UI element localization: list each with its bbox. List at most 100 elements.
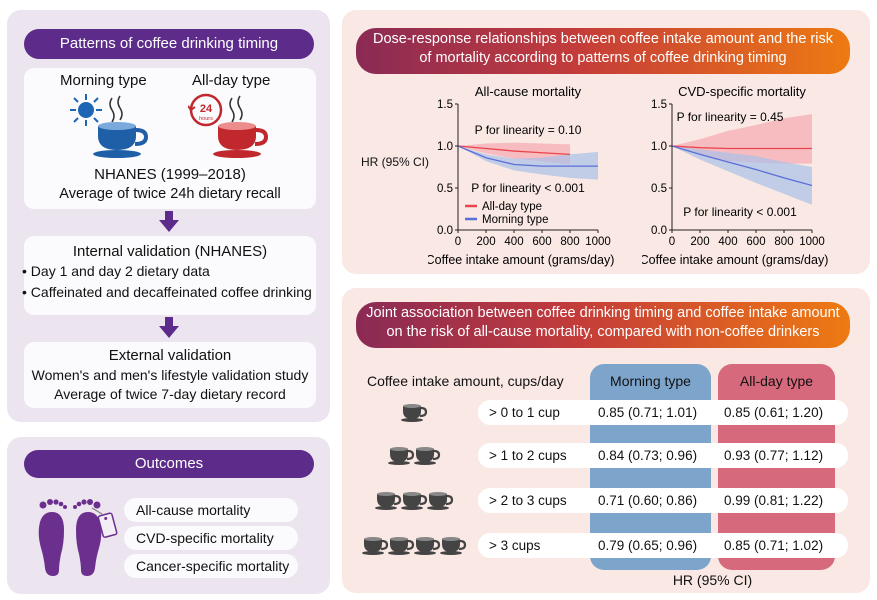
- clock-hours-label: hours: [199, 116, 213, 122]
- nhanes-subtitle: Average of twice 24h dietary recall: [59, 186, 281, 202]
- coffee-cup-icon: [414, 537, 441, 555]
- y-tick-label: 0.0: [437, 225, 453, 237]
- allday-column-header: All-day type: [739, 373, 814, 389]
- coffee-cup-icon: [388, 537, 415, 555]
- outcome-cvd: CVD-specific mortality: [124, 526, 298, 550]
- external-validation-line2: Average of twice 7-day dietary record: [54, 386, 286, 402]
- x-tick-label: 400: [718, 236, 737, 248]
- internal-validation-card: [24, 236, 316, 315]
- x-axis-label: Coffee intake amount (grams/day): [428, 253, 614, 267]
- clock-24-label: 24: [200, 103, 213, 115]
- outcome-cancer: Cancer-specific mortality: [124, 554, 298, 578]
- joint-header-line1: Joint association between coffee drinkin…: [366, 305, 840, 321]
- cvd-mortality-chart: CVD-specific mortality 0 200 400 600 800 1000 0…: [642, 84, 828, 267]
- y-tick-label: 1.5: [437, 99, 453, 111]
- external-validation-line1: Women's and men's lifestyle validation s…: [31, 367, 309, 383]
- red-coffee-cup-icon: [213, 95, 269, 158]
- ci-band-morning: [672, 146, 812, 205]
- x-tick-label: 200: [476, 236, 495, 248]
- allday-hr-value: 0.85 (0.61; 1.20): [724, 405, 824, 420]
- morning-type-label: Morning type: [60, 72, 147, 89]
- x-tick-label: 0: [669, 236, 675, 248]
- coffee-cup-icon: [414, 447, 441, 465]
- timing-header: Patterns of coffee drinking timing: [24, 29, 314, 59]
- x-tick-label: 1000: [585, 236, 611, 248]
- y-tick-label: 0.5: [437, 183, 453, 195]
- table-row: [478, 443, 848, 468]
- x-tick-label: 800: [560, 236, 579, 248]
- internal-item-2: • Caffeinated and decaffeinated coffee d…: [22, 284, 312, 300]
- x-tick-label: 600: [746, 236, 765, 248]
- internal-validation-title: Internal validation (NHANES): [72, 243, 268, 260]
- nhanes-title: NHANES (1999–2018): [94, 166, 246, 183]
- morning-hr-value: 0.79 (0.65; 0.96): [598, 538, 698, 553]
- arrow-down-icon: [159, 317, 179, 338]
- dose-response-header: Dose-response relationships between coff…: [356, 28, 850, 74]
- chart-title: CVD-specific mortality: [678, 84, 806, 99]
- series-line-morning: [671, 145, 813, 187]
- allday-type-label: All-day type: [192, 72, 271, 89]
- row-label: > 1 to 2 cups: [489, 448, 567, 463]
- row-label: > 3 cups: [489, 538, 541, 553]
- coffee-cup-icon: [401, 492, 428, 510]
- y-tick-label: 0.5: [651, 183, 667, 195]
- dose-response-header-line2: of mortality according to patterns of co…: [419, 50, 787, 66]
- joint-association-header: Joint association between coffee drinkin…: [356, 302, 850, 348]
- table-row: [478, 400, 848, 425]
- feet-with-toe-tag-icon: [38, 499, 118, 576]
- allday-hr-value: 0.93 (0.77; 1.12): [724, 448, 824, 463]
- x-tick-label: 0: [455, 236, 461, 248]
- hr-footer: HR (95% CI): [672, 572, 753, 588]
- all-cause-mortality-chart: All-cause mortality 0 200 400 600 800 1000 0.0 0…: [428, 84, 614, 267]
- morning-column-header: Morning type: [610, 373, 691, 389]
- y-tick-label: 1.5: [651, 99, 667, 111]
- coffee-cup-icon: [388, 447, 415, 465]
- y-tick-label: 0.0: [651, 225, 667, 237]
- legend-label: All-day type: [482, 201, 542, 213]
- x-axis-label: Coffee intake amount (grams/day): [642, 253, 828, 267]
- 24-hours-clock-icon: 24 hours: [188, 93, 223, 127]
- morning-hr-value: 0.71 (0.60; 0.86): [598, 493, 698, 508]
- blue-coffee-cup-icon: [93, 95, 149, 158]
- internal-item-2-text: Caffeinated and decaffeinated coffee dri…: [30, 284, 312, 300]
- series-line-allday: [671, 145, 812, 150]
- table-row: [478, 488, 848, 513]
- sun-icon: [70, 94, 102, 126]
- allday-hr-value: 0.99 (0.81; 1.22): [724, 493, 824, 508]
- p-linearity-annotation: P for linearity = 0.10: [475, 123, 582, 137]
- external-validation-title: External validation: [108, 347, 232, 364]
- x-tick-label: 400: [504, 236, 523, 248]
- x-tick-label: 800: [774, 236, 793, 248]
- table-row: [478, 533, 848, 558]
- arrow-down-icon: [159, 211, 179, 232]
- coffee-cup-icon: [375, 492, 402, 510]
- internal-item-1-text: Day 1 and day 2 dietary data: [30, 263, 210, 279]
- p-linearity-annotation: P for linearity < 0.001: [683, 205, 797, 219]
- series-line-morning: [457, 145, 598, 167]
- coffee-cup-icon: [427, 492, 454, 510]
- dose-response-ylabel: HR (95% CI): [361, 155, 430, 169]
- p-linearity-annotation: P for linearity < 0.001: [471, 181, 585, 195]
- coffee-cup-icon: [440, 537, 467, 555]
- series-line-allday: [457, 145, 571, 156]
- cups-column-header: Coffee intake amount, cups/day: [367, 373, 564, 389]
- row-label: > 0 to 1 cup: [489, 405, 560, 420]
- allday-hr-value: 0.85 (0.71; 1.02): [724, 538, 824, 553]
- coffee-cup-icon: [401, 404, 428, 422]
- x-tick-label: 200: [690, 236, 709, 248]
- ci-band-morning: [458, 146, 598, 180]
- y-tick-label: 1.0: [651, 141, 667, 153]
- legend-label: Morning type: [482, 214, 548, 226]
- y-tick-label: 1.0: [437, 141, 453, 153]
- p-linearity-annotation: P for linearity = 0.45: [677, 110, 784, 124]
- outcomes-header: Outcomes: [24, 450, 314, 478]
- internal-item-1: • Day 1 and day 2 dietary data: [22, 263, 210, 279]
- external-validation-card: [24, 342, 316, 408]
- morning-hr-value: 0.85 (0.71; 1.01): [598, 405, 698, 420]
- outcome-all-cause: All-cause mortality: [124, 498, 298, 522]
- joint-header-line2: on the risk of all-cause mortality, comp…: [386, 324, 820, 340]
- dose-response-header-line1: Dose-response relationships between coff…: [373, 31, 833, 47]
- morning-hr-value: 0.84 (0.73; 0.96): [598, 448, 698, 463]
- row-label: > 2 to 3 cups: [489, 493, 567, 508]
- x-tick-label: 1000: [799, 236, 825, 248]
